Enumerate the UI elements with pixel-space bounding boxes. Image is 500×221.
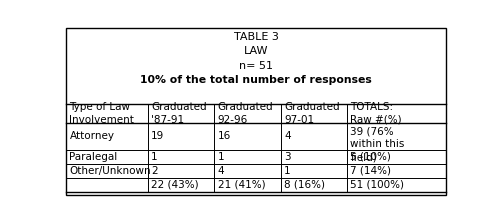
Text: Other/Unknown: Other/Unknown — [70, 166, 151, 175]
Text: 10% of the total number of responses: 10% of the total number of responses — [140, 75, 372, 85]
Text: 1: 1 — [151, 152, 158, 162]
Text: 19: 19 — [151, 131, 164, 141]
Text: 5 (10%): 5 (10%) — [350, 152, 392, 162]
Text: Type of Law
Involvement: Type of Law Involvement — [70, 102, 134, 125]
Text: 3: 3 — [284, 152, 290, 162]
Text: Graduated
92-96: Graduated 92-96 — [218, 102, 273, 125]
Text: 22 (43%): 22 (43%) — [151, 180, 198, 190]
Text: 39 (76%
within this
field): 39 (76% within this field) — [350, 127, 405, 162]
Text: Paralegal: Paralegal — [70, 152, 117, 162]
Text: Graduated
'87-91: Graduated '87-91 — [151, 102, 206, 125]
Text: Graduated
97-01: Graduated 97-01 — [284, 102, 340, 125]
Text: 2: 2 — [151, 166, 158, 175]
Text: 16: 16 — [218, 131, 231, 141]
Text: 7 (14%): 7 (14%) — [350, 166, 392, 175]
Text: 8 (16%): 8 (16%) — [284, 180, 325, 190]
Text: 4: 4 — [284, 131, 290, 141]
Text: 1: 1 — [218, 152, 224, 162]
Text: 21 (41%): 21 (41%) — [218, 180, 265, 190]
Text: n= 51: n= 51 — [240, 61, 273, 70]
Text: 4: 4 — [218, 166, 224, 175]
Text: 51 (100%): 51 (100%) — [350, 180, 405, 190]
Text: TOTALS:
Raw #(%): TOTALS: Raw #(%) — [350, 102, 402, 125]
Text: LAW: LAW — [244, 46, 268, 56]
Text: TABLE 3: TABLE 3 — [234, 32, 278, 42]
Text: 1: 1 — [284, 166, 290, 175]
Text: Attorney: Attorney — [70, 131, 114, 141]
